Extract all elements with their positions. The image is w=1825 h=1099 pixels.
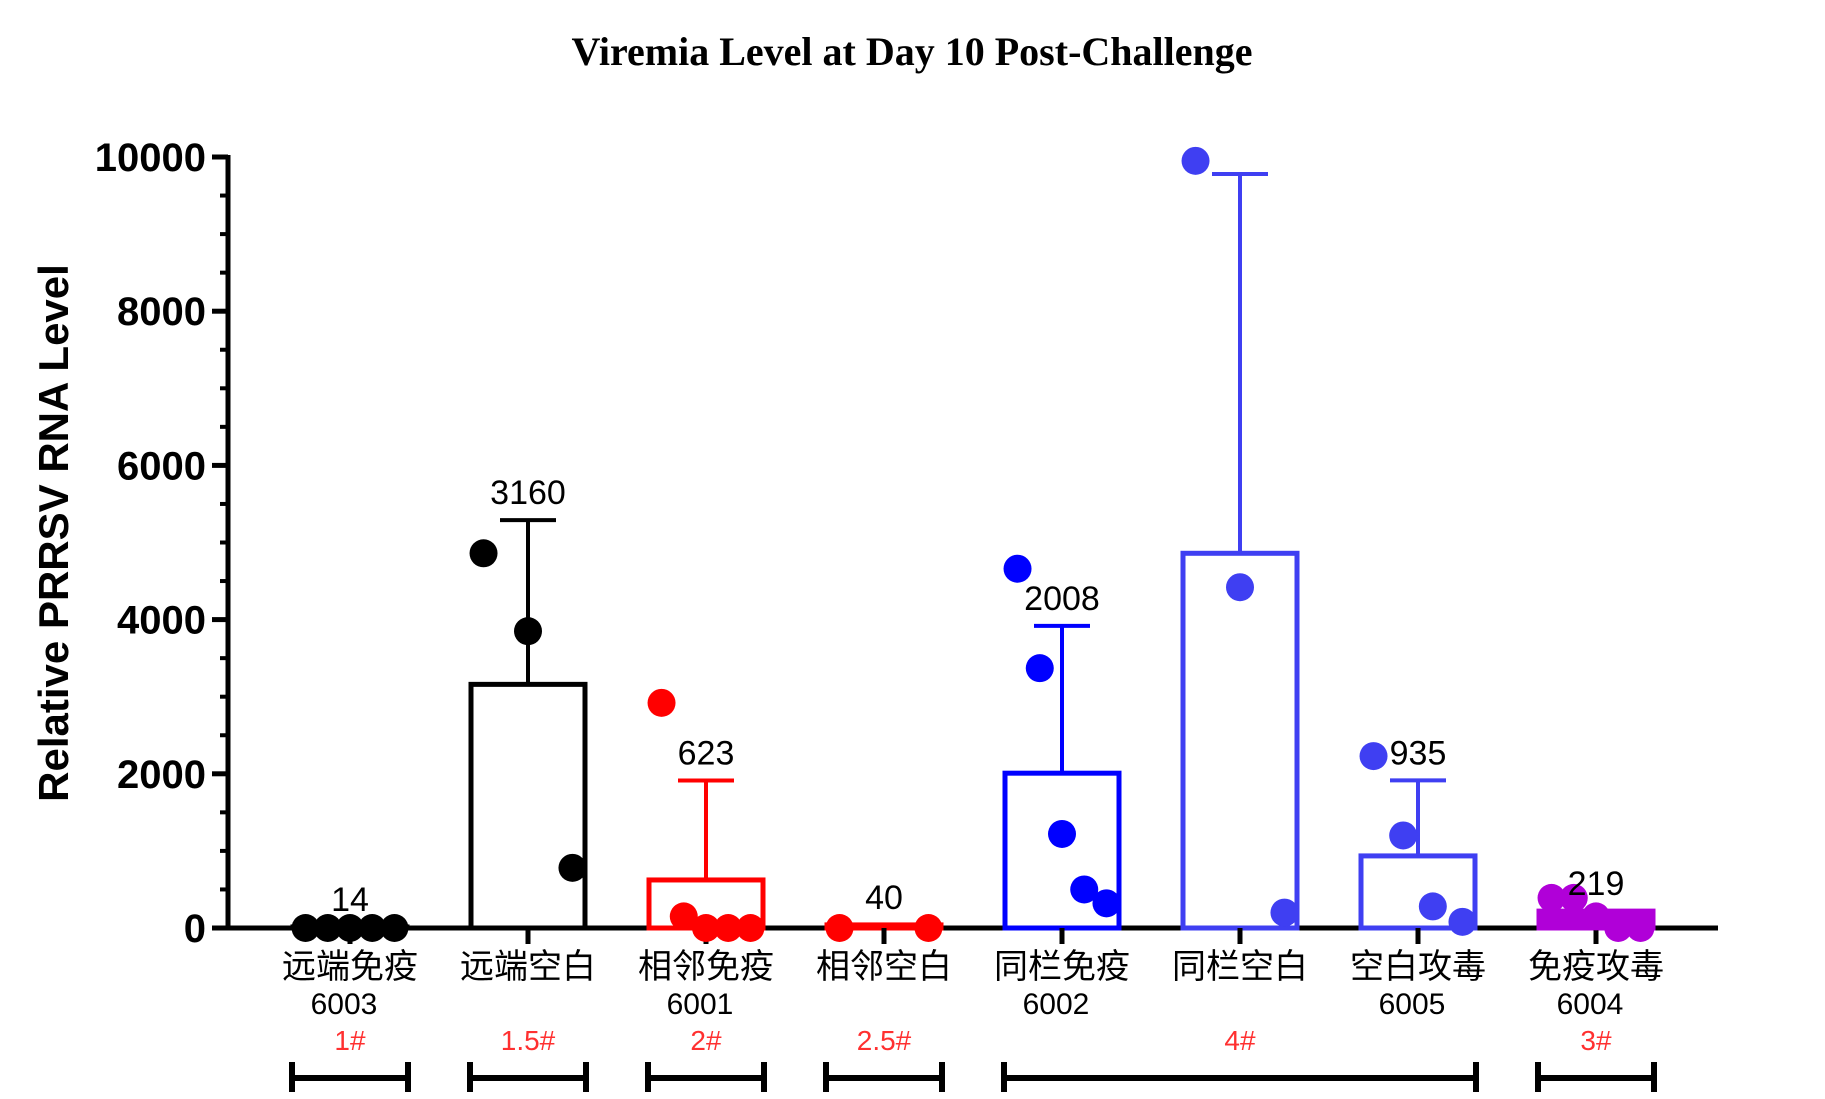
group-tag: 3#: [1580, 1025, 1612, 1056]
value-label: 2008: [1024, 580, 1100, 618]
value-label: 623: [678, 735, 735, 773]
group-tag: 2.5#: [857, 1025, 912, 1056]
category-label: 相邻空白: [816, 948, 952, 986]
value-label: 935: [1390, 734, 1447, 772]
data-point: [558, 854, 586, 882]
category-code: 6004: [1557, 988, 1624, 1021]
category-label: 远端免疫: [282, 948, 418, 986]
data-point: [1226, 573, 1254, 601]
category-label: 同栏免疫: [994, 948, 1130, 986]
group-tag: 1#: [334, 1025, 366, 1056]
group-tag: 2#: [690, 1025, 722, 1056]
category-code: 6001: [667, 988, 734, 1021]
data-point: [514, 617, 542, 645]
chart-title: Viremia Level at Day 10 Post-Challenge: [572, 29, 1253, 74]
axes: 0 2000 4000 6000 8000 10000: [95, 136, 1718, 951]
category-label: 相邻免疫: [638, 948, 774, 986]
data-point: [470, 539, 498, 567]
value-label: 219: [1568, 865, 1625, 903]
data-point: [1092, 889, 1120, 917]
bar: [471, 684, 585, 928]
data-point: [1048, 820, 1076, 848]
bar: [1183, 553, 1297, 928]
y-tick-label: 10000: [95, 136, 206, 180]
data-point: [826, 914, 854, 942]
group-tag: 4#: [1224, 1025, 1256, 1056]
data-point: [1004, 555, 1032, 583]
data-point: [1360, 742, 1388, 770]
value-label: 3160: [490, 474, 566, 512]
value-label: 40: [865, 879, 903, 917]
y-tick-label: 4000: [117, 599, 206, 643]
category-label: 同栏空白: [1172, 948, 1308, 986]
data-point: [648, 689, 676, 717]
data-point: [1026, 654, 1054, 682]
y-axis-label: Relative PRRSV RNA Level: [30, 264, 77, 802]
data-point: [380, 914, 408, 942]
data-point: [736, 914, 764, 942]
data-point: [914, 914, 942, 942]
category-label: 免疫攻毒: [1528, 948, 1664, 986]
category-code: 6003: [311, 988, 378, 1021]
category-code: 6002: [1023, 988, 1090, 1021]
category-label: 远端空白: [460, 948, 596, 986]
value-label: 14: [331, 881, 369, 919]
y-tick-label: 0: [184, 907, 206, 951]
group-brackets: 1# 1.5# 2# 2.5# 4# 3#: [292, 1025, 1654, 1092]
category-label: 空白攻毒: [1350, 948, 1486, 986]
category-code: 6005: [1379, 988, 1446, 1021]
data-point: [1419, 892, 1447, 920]
data-point: [1270, 899, 1298, 927]
group-tag: 1.5#: [501, 1025, 556, 1056]
data-point: [1182, 147, 1210, 175]
data-point: [1389, 821, 1417, 849]
data-point: [1626, 914, 1654, 942]
y-tick-label: 8000: [117, 290, 206, 334]
data-point: [1448, 908, 1476, 936]
y-tick-label: 2000: [117, 753, 206, 797]
y-tick-label: 6000: [117, 444, 206, 488]
